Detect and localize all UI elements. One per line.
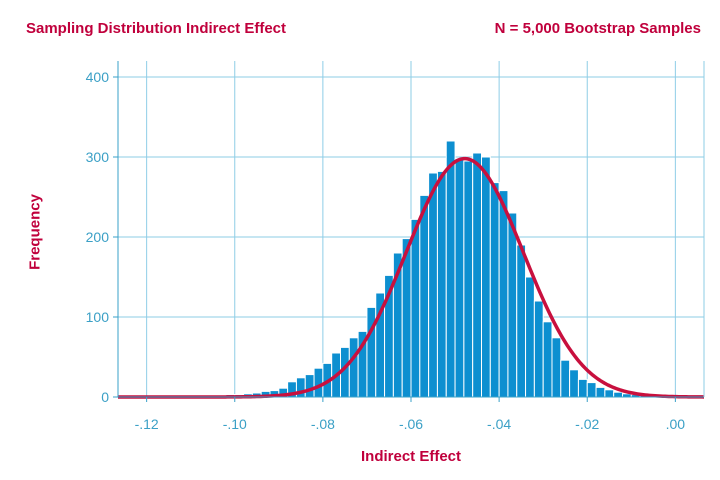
histogram-bar (551, 337, 562, 398)
x-tick-label: -.04 (487, 416, 511, 432)
histogram-bar (613, 391, 623, 398)
histogram-bar (410, 218, 421, 398)
y-tick-labels: 0 100 200 300 400 (86, 69, 118, 405)
histogram-bar (586, 382, 597, 398)
histogram-bar (507, 212, 518, 398)
histogram-bar (560, 359, 571, 398)
y-tick-label: 400 (86, 69, 110, 85)
x-axis-label-wrap: Indirect Effect (0, 448, 720, 465)
x-tick-label: .00 (666, 416, 686, 432)
histogram-bar (463, 160, 474, 398)
histogram-bar (577, 378, 588, 398)
histogram-bar (472, 152, 482, 398)
chart-title: Sampling Distribution Indirect Effect (26, 20, 287, 37)
x-tick-label: -.10 (223, 416, 247, 432)
histogram-bar (348, 337, 359, 398)
histogram-bar (498, 190, 509, 398)
histogram-bar (525, 276, 535, 398)
histogram-bar (419, 194, 430, 398)
y-tick-label: 100 (86, 309, 110, 325)
histogram-bar (480, 156, 491, 398)
histogram-bar (428, 172, 438, 398)
histogram-bar (595, 386, 606, 398)
chart-subtitle: N = 5,000 Bootstrap Samples (494, 20, 701, 37)
histogram-bar (445, 140, 456, 398)
x-tick-label: -.02 (575, 416, 599, 432)
x-tick-label: -.08 (311, 416, 335, 432)
y-axis-label: Frequency (26, 194, 44, 270)
y-tick-label: 200 (86, 229, 110, 245)
x-tick-labels: -.12 -.10 -.08 -.06 -.04 -.02 .00 (135, 397, 686, 432)
histogram-bar (489, 182, 500, 398)
y-tick-label: 0 (101, 389, 109, 405)
histogram-bar (569, 369, 579, 398)
x-axis-label: Indirect Effect (360, 448, 462, 465)
y-tick-label: 300 (86, 149, 110, 165)
x-tick-label: -.06 (399, 416, 423, 432)
histogram-bar (542, 321, 553, 398)
histogram-bar (516, 244, 527, 398)
histogram-bar (304, 374, 315, 398)
histogram-bar (604, 389, 615, 398)
histogram-bar (454, 158, 465, 398)
x-tick-label: -.12 (135, 416, 159, 432)
histogram-bars (181, 140, 676, 398)
histogram-bar (533, 300, 544, 398)
histogram-bar (313, 367, 324, 398)
histogram-bar (436, 170, 447, 398)
